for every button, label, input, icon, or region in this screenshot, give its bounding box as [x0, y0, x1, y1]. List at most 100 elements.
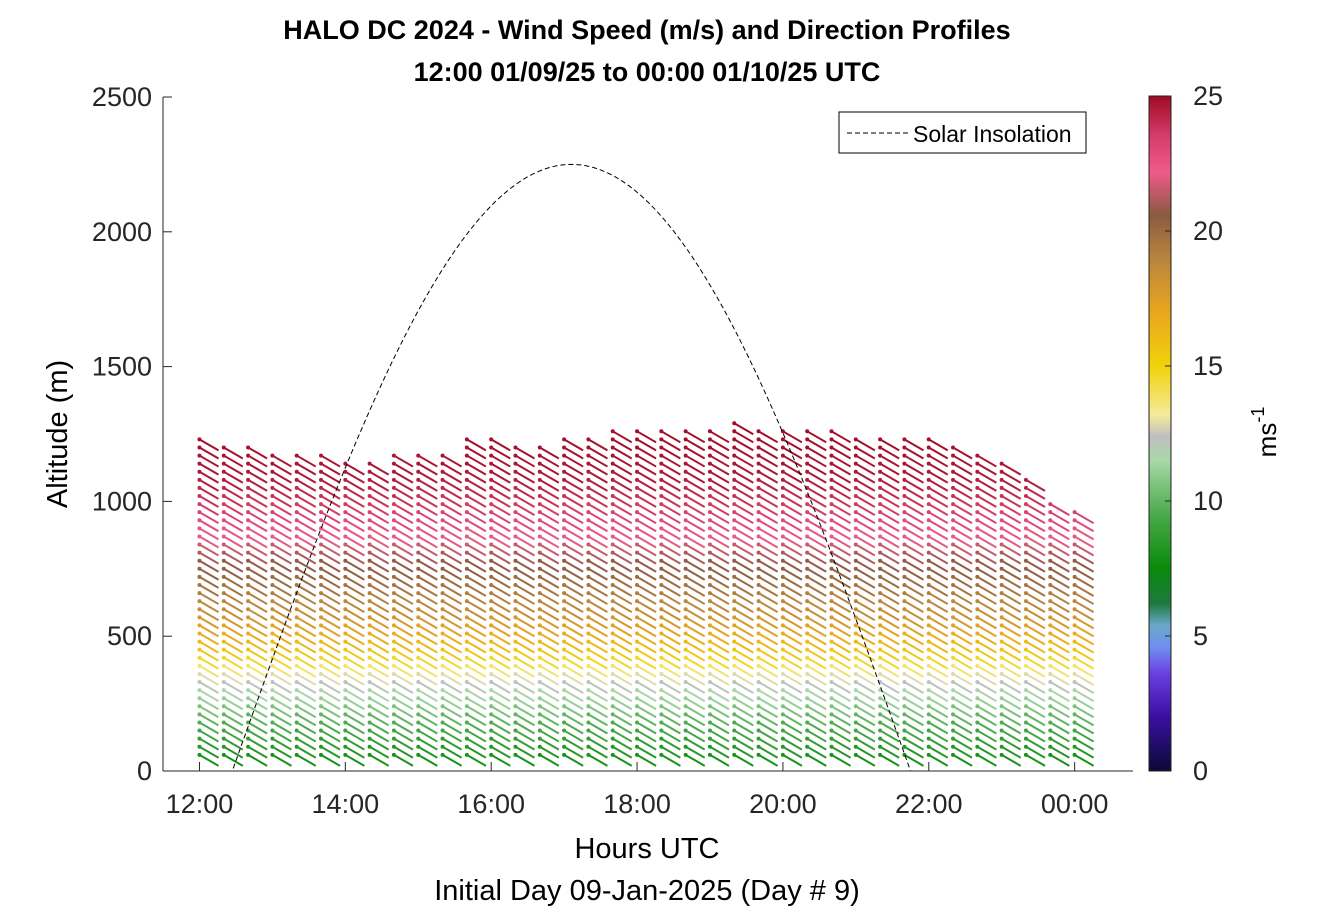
wind-barb — [612, 681, 633, 694]
wind-barb — [296, 713, 317, 727]
wind-barb-point — [537, 591, 542, 596]
wind-barb-point — [683, 469, 688, 474]
wind-barb-point — [294, 615, 299, 620]
wind-barb — [369, 503, 390, 516]
wind-barb-point — [732, 582, 737, 587]
wind-barb — [417, 640, 438, 654]
wind-barb-point — [683, 631, 688, 636]
wind-barb — [782, 511, 803, 525]
wind-profile — [635, 429, 657, 767]
wind-barb-point — [440, 591, 445, 596]
wind-barb — [733, 705, 754, 719]
wind-barb — [976, 470, 997, 484]
wind-barb — [709, 697, 730, 711]
wind-barb-point — [1048, 696, 1053, 701]
wind-barb — [976, 454, 997, 468]
wind-barb — [879, 454, 900, 468]
wind-barb-point — [391, 453, 396, 458]
wind-barb — [855, 576, 876, 589]
wind-barb-point — [416, 607, 421, 612]
wind-barb-point — [683, 688, 688, 693]
wind-barb — [490, 640, 511, 654]
wind-barb — [952, 608, 973, 622]
wind-barb — [223, 527, 244, 541]
wind-barb-point — [999, 591, 1004, 596]
wind-barb-point — [464, 566, 469, 571]
wind-barb-point — [683, 720, 688, 725]
wind-barb-point — [756, 453, 761, 458]
wind-barb-point — [513, 469, 518, 474]
wind-barb-point — [294, 712, 299, 717]
wind-barb-point — [319, 615, 324, 620]
wind-barb-point — [270, 680, 275, 685]
wind-barb-point — [975, 542, 980, 547]
wind-barb — [636, 495, 657, 508]
wind-barb — [976, 689, 997, 702]
wind-barb-point — [513, 558, 518, 563]
wind-barb — [806, 689, 827, 702]
wind-barb — [758, 721, 779, 735]
wind-barb-point — [975, 704, 980, 709]
wind-barb — [903, 438, 924, 452]
wind-barb-point — [416, 526, 421, 531]
wind-barb — [1001, 656, 1022, 670]
wind-barb-point — [294, 526, 299, 531]
wind-barb-point — [586, 607, 591, 612]
wind-barb — [952, 745, 973, 759]
wind-barb-point — [635, 599, 640, 604]
wind-barb-point — [975, 736, 980, 741]
wind-barb-point — [805, 518, 810, 523]
wind-barb — [1049, 592, 1070, 605]
wind-barb — [393, 656, 414, 670]
wind-barb-point — [562, 647, 567, 652]
wind-barb — [758, 689, 779, 702]
wind-barb — [660, 535, 681, 549]
wind-barb-point — [416, 453, 421, 458]
wind-barb-point — [343, 566, 348, 571]
wind-barb — [636, 487, 657, 500]
wind-barb-point — [951, 720, 956, 725]
wind-barb-point — [391, 599, 396, 604]
wind-barb-point — [197, 671, 202, 676]
wind-barb-point — [489, 526, 494, 531]
wind-barb — [198, 543, 220, 557]
wind-barb-point — [926, 510, 931, 515]
wind-barb — [709, 430, 730, 444]
wind-barb-point — [440, 752, 445, 757]
wind-barb — [198, 673, 220, 686]
wind-barb — [466, 721, 487, 735]
wind-barb — [830, 745, 852, 759]
wind-barb — [271, 640, 292, 654]
wind-barb-point — [659, 542, 664, 547]
wind-barb — [198, 519, 220, 533]
wind-barb — [1001, 721, 1022, 735]
wind-barb — [539, 648, 560, 662]
wind-barb-point — [659, 663, 664, 668]
wind-barb-point — [440, 494, 445, 499]
wind-barb — [1025, 535, 1046, 549]
wind-barb-point — [221, 728, 226, 733]
wind-barb — [879, 681, 900, 694]
wind-barb-point — [707, 607, 712, 612]
wind-barb-point — [489, 712, 494, 717]
wind-barb-point — [780, 712, 785, 717]
wind-barb-point — [732, 534, 737, 539]
wind-barb — [928, 543, 949, 557]
wind-barb-point — [1072, 526, 1077, 531]
wind-barb — [855, 470, 876, 484]
wind-barb-point — [659, 453, 664, 458]
wind-barb-point — [197, 574, 202, 579]
wind-barb-point — [391, 494, 396, 499]
wind-barb — [223, 519, 244, 533]
wind-barb — [660, 576, 681, 589]
wind-barb — [636, 543, 657, 557]
wind-barb-point — [1072, 752, 1077, 757]
wind-barb-point — [1023, 671, 1028, 676]
wind-barb-point — [951, 736, 956, 741]
wind-barb-point — [197, 712, 202, 717]
wind-barb-point — [440, 623, 445, 628]
wind-barb — [490, 745, 511, 759]
wind-barb-point — [999, 639, 1004, 644]
wind-barb — [685, 737, 706, 751]
